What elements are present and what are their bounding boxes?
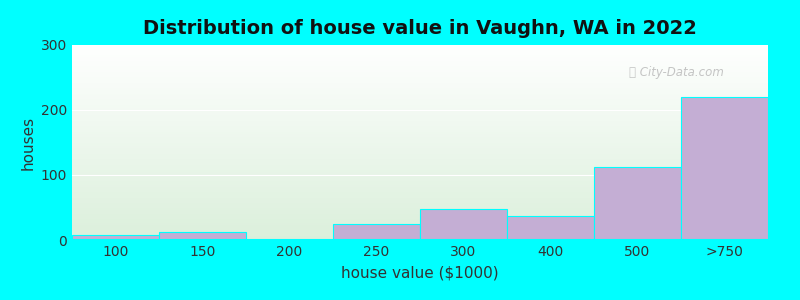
Bar (507, 216, 594, 240)
Text: Ⓞ City-Data.com: Ⓞ City-Data.com (629, 66, 724, 79)
Y-axis label: houses: houses (20, 116, 35, 169)
Bar (72, 235, 159, 240)
Bar (159, 232, 246, 240)
Bar (420, 209, 507, 240)
Bar (681, 97, 768, 240)
Title: Distribution of house value in Vaughn, WA in 2022: Distribution of house value in Vaughn, W… (143, 19, 697, 38)
X-axis label: house value ($1000): house value ($1000) (341, 266, 499, 281)
Bar (594, 167, 681, 240)
Bar (333, 224, 420, 240)
